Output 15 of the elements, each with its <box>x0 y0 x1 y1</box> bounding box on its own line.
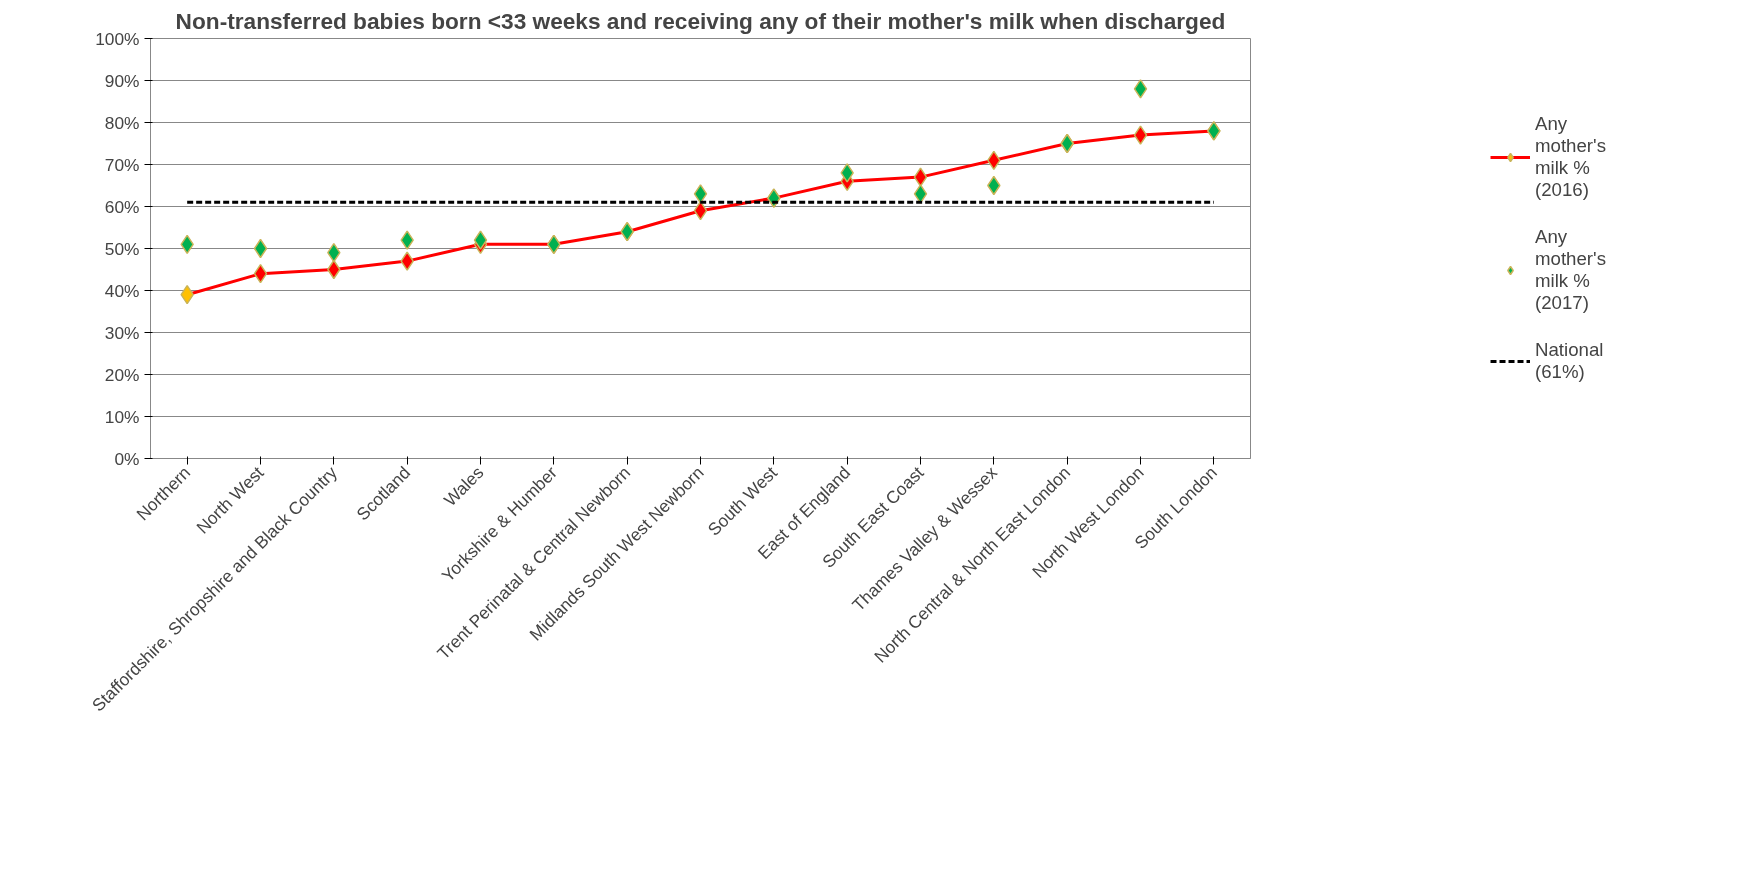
legend-label: Any mother's milk % (2016) <box>1535 113 1606 201</box>
y-tick-label: 10% <box>104 406 140 427</box>
y-tick-label: 30% <box>104 322 140 343</box>
legend-label: Any mother's milk % (2017) <box>1535 226 1606 314</box>
y-tick-label: 40% <box>104 280 140 301</box>
y-tick-label: 50% <box>104 238 140 259</box>
y-tick-label: 20% <box>104 364 140 385</box>
y-tick-label: 100% <box>95 28 140 49</box>
legend-label: National (61%) <box>1535 339 1604 383</box>
chart-title: Non-transferred babies born <33 weeks and receiving any of their mother's milk when discharged <box>175 7 1226 34</box>
y-tick-label: 70% <box>104 154 140 175</box>
y-tick-label: 80% <box>104 112 140 133</box>
y-tick-label: 60% <box>104 196 140 217</box>
y-tick-label: 90% <box>104 70 140 91</box>
y-tick-label: 0% <box>114 448 140 469</box>
